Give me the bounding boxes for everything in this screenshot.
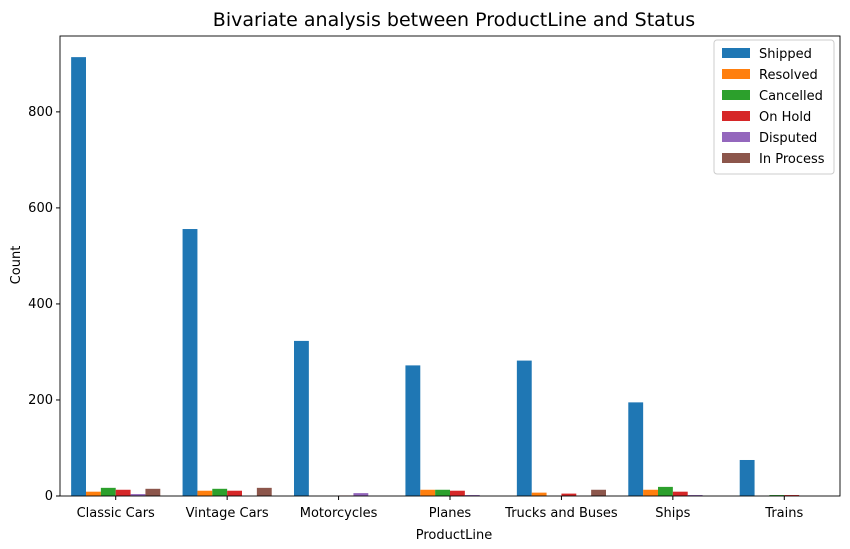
- legend-swatch-cancelled: [722, 90, 750, 100]
- bar-cancelled-6: [769, 495, 785, 496]
- bar-shipped-0: [71, 57, 86, 496]
- legend-swatch-on-hold: [722, 111, 750, 121]
- bar-cancelled-3: [435, 489, 450, 496]
- legend-label-disputed: Disputed: [759, 131, 817, 146]
- bar-on-hold-3: [450, 490, 465, 496]
- y-tick-label: 400: [28, 297, 53, 312]
- bar-cancelled-1: [212, 488, 228, 496]
- legend-label-shipped: Shipped: [759, 47, 812, 62]
- bar-shipped-2: [294, 340, 309, 496]
- bar-resolved-4: [531, 492, 547, 496]
- x-tick-label: Ships: [655, 506, 690, 521]
- bar-cancelled-5: [658, 486, 673, 496]
- legend: Shipped Resolved Cancelled On Hold Disputed I…: [713, 39, 835, 175]
- bar-on-hold-1: [227, 490, 242, 496]
- bar-shipped-5: [628, 402, 644, 496]
- x-tick-label: Classic Cars: [77, 506, 155, 521]
- bar-shipped-4: [516, 360, 532, 496]
- bar-in-process-0: [145, 488, 161, 496]
- bar-disputed-0: [130, 494, 146, 496]
- x-tick-label: Vintage Cars: [186, 506, 269, 521]
- x-axis-label: ProductLine: [416, 528, 492, 543]
- y-tick-label: 600: [28, 201, 53, 216]
- bar-on-hold-4: [561, 493, 577, 496]
- bar-disputed-5: [687, 495, 703, 496]
- bar-on-hold-6: [784, 495, 800, 496]
- bar-shipped-3: [405, 365, 421, 496]
- bar-resolved-0: [86, 491, 101, 496]
- legend-swatch-resolved: [722, 69, 750, 79]
- x-tick-label: Planes: [429, 506, 472, 521]
- legend-swatch-disputed: [722, 132, 750, 142]
- y-tick-label: 200: [28, 393, 53, 408]
- bar-on-hold-5: [672, 491, 688, 496]
- bar-in-process-1: [256, 487, 272, 496]
- x-tick-label: Trucks and Buses: [504, 506, 618, 521]
- bar-in-process-4: [591, 489, 606, 496]
- bar-resolved-1: [197, 490, 213, 496]
- x-tick-label: Trains: [764, 506, 803, 521]
- bar-on-hold-0: [115, 489, 131, 496]
- y-axis-label: Count: [9, 246, 24, 285]
- bar-resolved-5: [643, 489, 658, 496]
- legend-label-resolved: Resolved: [759, 68, 818, 83]
- y-tick-label: 800: [28, 105, 53, 120]
- bar-disputed-2: [353, 493, 369, 496]
- y-tick-label: 0: [45, 489, 53, 504]
- bar-cancelled-0: [100, 487, 116, 496]
- legend-label-cancelled: Cancelled: [759, 89, 823, 104]
- chart-title: Bivariate analysis between ProductLine a…: [213, 9, 695, 31]
- legend-swatch-in-process: [722, 153, 750, 163]
- bars-group: [71, 57, 800, 496]
- axes-group: 0 200 400 600 800 Classic Cars Vintage Cars Mot…: [28, 35, 841, 521]
- legend-label-in-process: In Process: [759, 152, 825, 167]
- legend-swatch-shipped: [722, 48, 750, 58]
- bar-shipped-1: [182, 229, 198, 496]
- x-tick-label: Motorcycles: [300, 506, 378, 521]
- bar-shipped-6: [739, 459, 755, 496]
- bar-resolved-3: [420, 489, 436, 496]
- legend-label-on-hold: On Hold: [759, 110, 811, 125]
- bar-disputed-3: [464, 495, 480, 496]
